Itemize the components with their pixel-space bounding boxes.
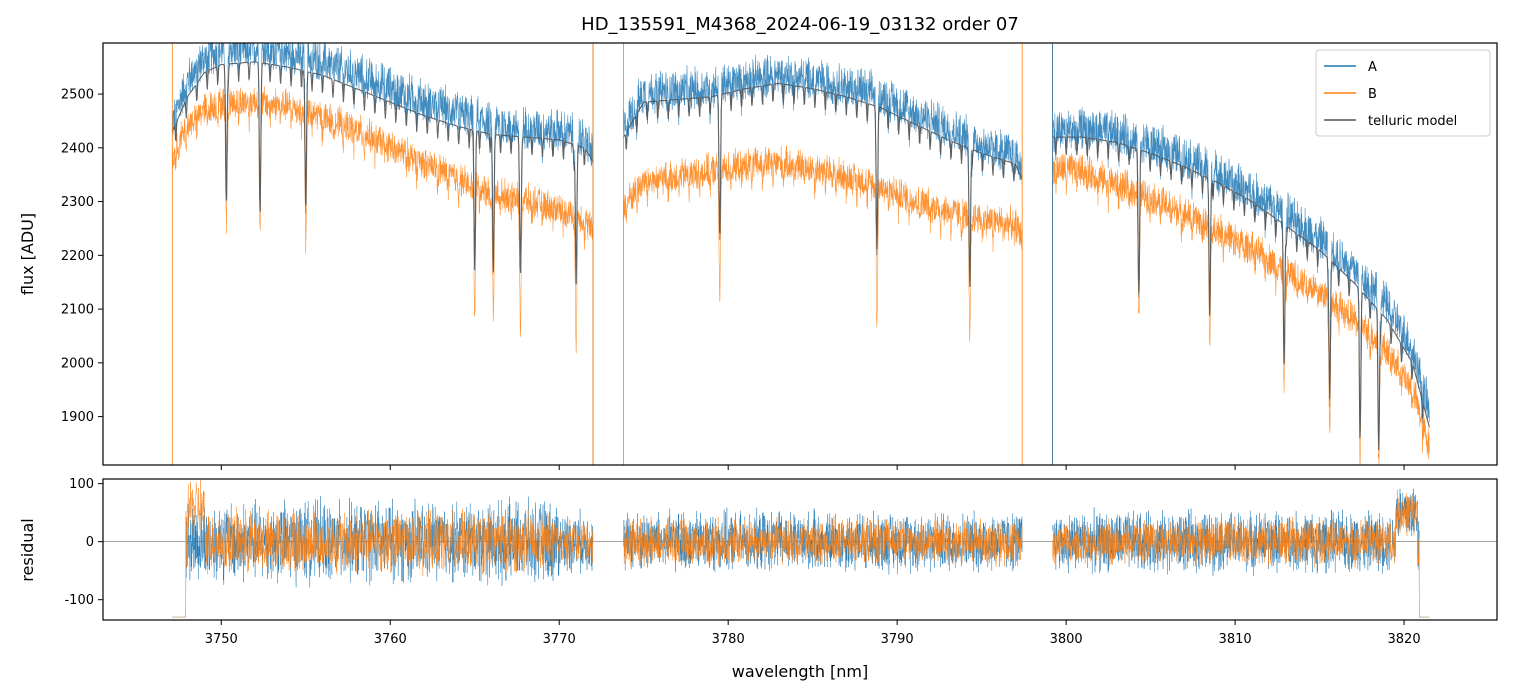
flux-y-tick-label: 2200	[61, 249, 94, 264]
residual-x-tick-label: 3810	[1219, 632, 1252, 647]
flux-y-tick-label: 2000	[61, 356, 94, 371]
series-b-segment-2	[623, 145, 1023, 342]
flux-y-tick-label: 2500	[61, 88, 94, 103]
series-a-segment-3	[1052, 107, 1430, 444]
residual-series-b-segment-1	[172, 479, 594, 618]
residual-series-b-segment-2	[623, 515, 1023, 567]
residual-y-tick-label: -100	[64, 593, 94, 608]
residual-panel: -100 0 100 3750 3760 3770 3780 3790 3800 3810 382…	[18, 477, 1498, 681]
legend-label-b: B	[1368, 87, 1377, 102]
residual-x-tick-label: 3790	[881, 632, 914, 647]
residual-x-tick-label: 3770	[543, 632, 576, 647]
residual-series-a-segment-1	[172, 496, 594, 618]
residual-y-axis-label: residual	[18, 518, 37, 581]
series-a-segment-1	[172, 43, 594, 269]
residual-x-ticks: 3750 3760 3770 3780 3790 3800 3810 3820	[205, 620, 1421, 647]
flux-data-area	[171, 43, 1430, 465]
residual-x-tick-label: 3750	[205, 632, 238, 647]
residual-x-tick-label: 3820	[1388, 632, 1421, 647]
residual-y-tick-label: 100	[69, 477, 94, 492]
legend-label-a: A	[1368, 60, 1377, 75]
series-b-segment-3	[1052, 153, 1430, 465]
residual-x-tick-label: 3800	[1050, 632, 1083, 647]
residual-x-tick-label: 3780	[712, 632, 745, 647]
residual-y-tick-label: 0	[86, 535, 94, 550]
x-axis-label: wavelength [nm]	[732, 662, 869, 681]
series-telluric-model-segment-1	[171, 61, 594, 285]
flux-x-ticks	[220, 465, 1405, 470]
residual-y-ticks: -100 0 100	[64, 477, 103, 608]
residual-x-tick-label: 3760	[374, 632, 407, 647]
residual-data-area	[103, 479, 1497, 618]
flux-axes-frame	[102, 42, 1498, 466]
legend-label-telluric-model: telluric model	[1368, 114, 1457, 129]
series-telluric-model-segment-3	[1052, 136, 1430, 451]
chart-title: HD_135591_M4368_2024-06-19_03132 order 0…	[581, 14, 1019, 35]
legend-box	[1315, 49, 1491, 137]
flux-y-tick-label: 2300	[61, 195, 94, 210]
flux-y-axis-label: flux [ADU]	[18, 213, 37, 295]
flux-y-tick-label: 1900	[61, 410, 94, 425]
flux-y-tick-label: 2400	[61, 141, 94, 156]
series-telluric-model-segment-2	[622, 82, 1023, 288]
residual-series-b-segment-3	[1052, 489, 1430, 618]
flux-y-tick-label: 2100	[61, 303, 94, 318]
residual-axes-frame	[102, 478, 1498, 621]
flux-y-ticks: 1900 2000 2100 2200 2300 2400 2500	[61, 88, 103, 425]
series-b-segment-1	[172, 86, 594, 354]
